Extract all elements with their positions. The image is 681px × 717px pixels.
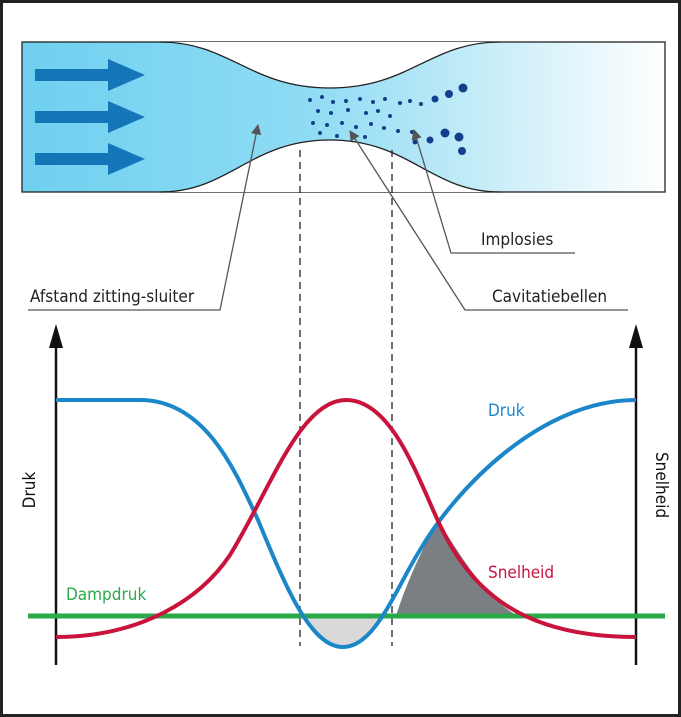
bubble-large <box>440 128 450 138</box>
bubble-large <box>445 90 453 98</box>
bubble-small <box>340 121 344 125</box>
pipe-upper-wall <box>159 41 501 89</box>
left-axis-label: Druk <box>20 472 40 509</box>
bubble-small <box>408 99 412 103</box>
flow-arrow-icon <box>35 59 145 91</box>
leader-cavitation-bubbles <box>349 130 628 311</box>
pressure-curve <box>56 398 637 650</box>
bubble-small <box>371 100 375 104</box>
bubble-small <box>369 122 373 126</box>
bubble-small <box>410 130 414 134</box>
bubble-small <box>308 98 312 102</box>
bubble-small <box>364 111 368 115</box>
bubble-small <box>331 100 335 104</box>
label-seat-gap: Afstand zitting-sluiter <box>30 287 195 307</box>
bubble-small <box>335 134 339 138</box>
pipe-lower-wall <box>159 139 501 193</box>
flow-arrow-icon <box>35 143 145 175</box>
left-axis-arrow-icon <box>49 324 63 348</box>
pipe <box>21 41 666 193</box>
flow-arrows <box>35 59 145 175</box>
bubble-small <box>311 121 315 125</box>
bubble-small <box>346 108 350 112</box>
bubble-small <box>358 97 362 101</box>
label-implosions: Implosies <box>481 230 553 250</box>
label-pressure-curve: Druk <box>488 401 525 421</box>
bubble-small <box>398 101 402 105</box>
label-vapor-pressure: Dampdruk <box>66 585 146 605</box>
bubble-small <box>354 125 358 129</box>
bubble-small <box>396 129 400 133</box>
cavitation-bubbles <box>308 83 468 155</box>
bubble-large <box>458 83 468 93</box>
leader-implosions <box>411 129 575 254</box>
bubble-small <box>316 109 320 113</box>
label-velocity-curve: Snelheid <box>488 563 554 583</box>
bubble-small <box>382 126 386 130</box>
bubble-large <box>412 139 418 145</box>
pipe-fluid <box>22 42 665 192</box>
right-axis-label: Snelheid <box>651 452 671 518</box>
bubble-small <box>383 97 387 101</box>
throat-markers <box>299 150 393 646</box>
right-axis-arrow-icon <box>629 324 643 348</box>
flow-arrow-icon <box>35 101 145 133</box>
bubble-large <box>454 132 464 142</box>
bubble-small <box>318 131 322 135</box>
bubble-large <box>458 147 466 155</box>
bubble-large <box>431 95 439 103</box>
bubble-small <box>325 123 329 127</box>
bubble-small <box>388 114 392 118</box>
leader-seat-gap <box>28 123 262 311</box>
velocity-curve <box>55 397 637 639</box>
label-cavitation-bubbles: Cavitatiebellen <box>492 287 607 307</box>
bubble-small <box>376 109 380 113</box>
leader-lines <box>28 123 628 311</box>
bubble-small <box>363 135 367 139</box>
bubble-small <box>320 95 324 99</box>
bubble-small <box>329 111 333 115</box>
bubble-small <box>419 102 423 106</box>
cavitation-zone <box>302 616 385 647</box>
bubble-small <box>344 99 348 103</box>
bubble-large <box>426 136 434 144</box>
